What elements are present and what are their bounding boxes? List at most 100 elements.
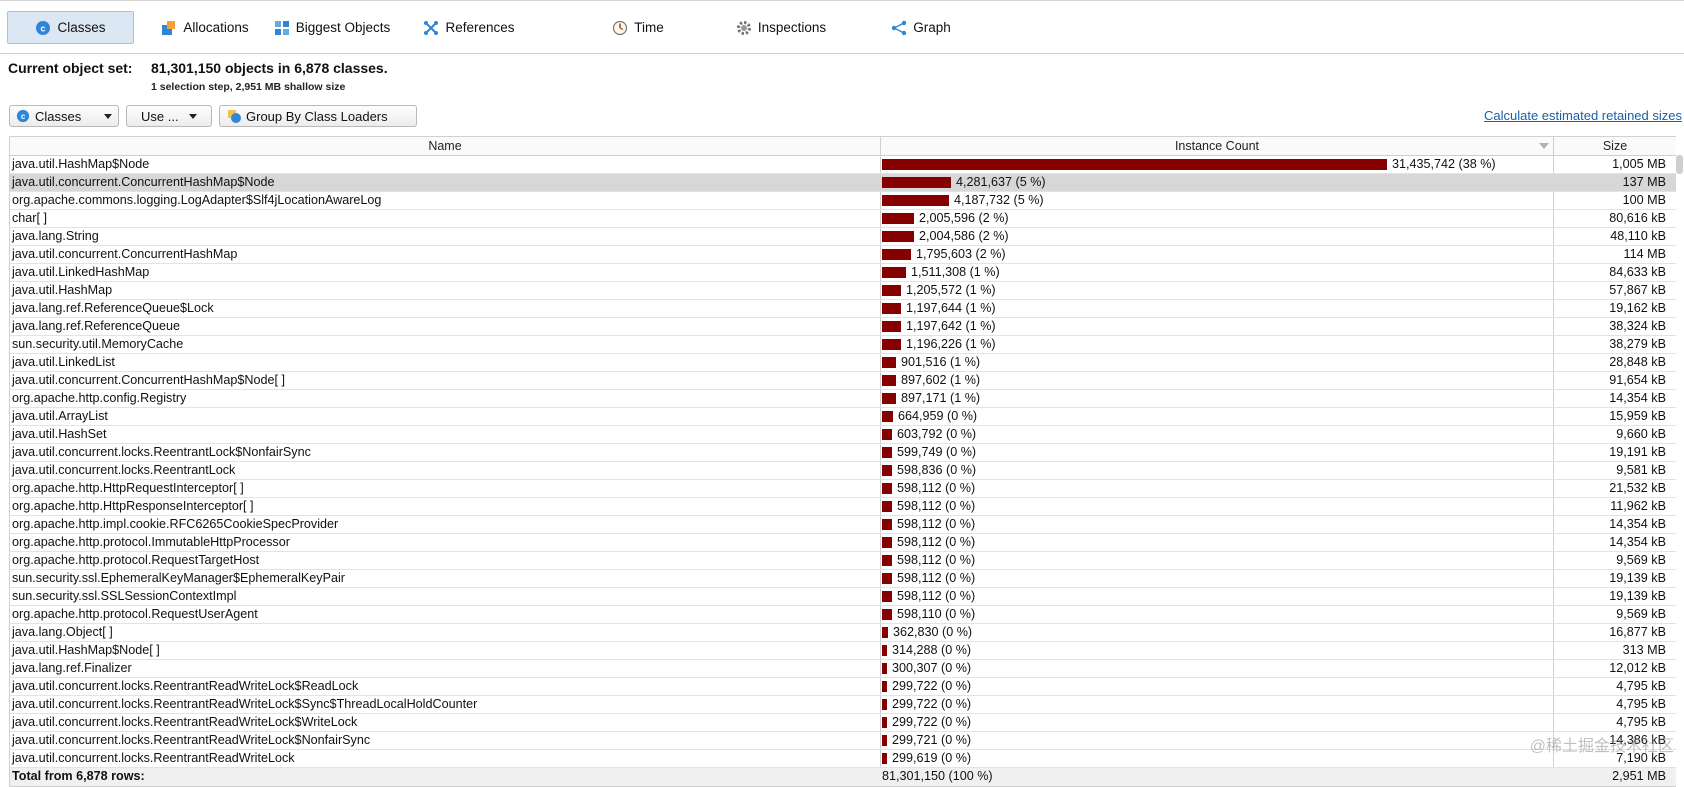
instance-count-cell: 1,795,603 (2 %) xyxy=(916,247,1006,261)
class-name-cell: java.util.HashMap xyxy=(12,283,113,297)
instance-count-cell: 314,288 (0 %) xyxy=(892,643,972,657)
table-body: java.util.HashMap$Node 31,435,742 (38 %) 1… xyxy=(10,156,1676,768)
instance-count-cell: 1,511,308 (1 %) xyxy=(911,265,1000,279)
table-row[interactable]: java.lang.String 2,004,586 (2 %) 48,110 kB xyxy=(10,228,1676,246)
tab-inspections[interactable]: Inspections xyxy=(726,11,836,44)
table-row[interactable]: java.util.concurrent.ConcurrentHashMap 1,… xyxy=(10,246,1676,264)
table-row[interactable]: java.util.ArrayList 664,959 (0 %) 15,959 k… xyxy=(10,408,1676,426)
instance-count-cell: 4,281,637 (5 %) xyxy=(956,175,1046,189)
size-cell: 114 MB xyxy=(1623,247,1666,261)
class-name-cell: sun.security.ssl.EphemeralKeyManager$Eph… xyxy=(12,571,345,585)
table-row[interactable]: char[ ] 2,005,596 (2 %) 80,616 kB xyxy=(10,210,1676,228)
table-row[interactable]: org.apache.http.protocol.ImmutableHttpPr… xyxy=(10,534,1676,552)
instance-count-cell: 1,196,226 (1 %) xyxy=(906,337,996,351)
size-cell: 19,191 kB xyxy=(1609,445,1666,459)
table-row[interactable]: java.util.concurrent.ConcurrentHashMap$N… xyxy=(10,372,1676,390)
table-row[interactable]: org.apache.http.protocol.RequestTargetHo… xyxy=(10,552,1676,570)
instance-count-bar xyxy=(882,429,892,440)
instance-count-bar xyxy=(882,195,949,206)
class-name-cell: java.util.concurrent.locks.ReentrantLock… xyxy=(12,445,311,459)
size-cell: 12,012 kB xyxy=(1609,661,1666,675)
instance-count-cell: 2,005,596 (2 %) xyxy=(919,211,1009,225)
table-row[interactable]: java.util.concurrent.locks.ReentrantRead… xyxy=(10,714,1676,732)
table-row[interactable]: java.util.HashMap 1,205,572 (1 %) 57,867 k… xyxy=(10,282,1676,300)
instance-count-cell: 1,205,572 (1 %) xyxy=(906,283,996,297)
tab-references[interactable]: References xyxy=(414,11,524,44)
classes-table: Name Instance Count Size java.util.HashM… xyxy=(9,136,1676,787)
vertical-scrollbar[interactable] xyxy=(1676,155,1683,174)
class-name-cell: java.util.concurrent.locks.ReentrantRead… xyxy=(12,715,358,729)
table-row[interactable]: java.lang.ref.ReferenceQueue$Lock 1,197,6… xyxy=(10,300,1676,318)
class-loaders-icon xyxy=(226,108,242,124)
view-select-value: Classes xyxy=(35,108,82,124)
instance-count-bar xyxy=(882,735,887,746)
table-row[interactable]: java.lang.ref.Finalizer 300,307 (0 %) 12,0… xyxy=(10,660,1676,678)
tab-allocations[interactable]: Allocations xyxy=(150,11,260,44)
size-cell: 4,795 kB xyxy=(1616,697,1666,711)
class-name-cell: java.util.concurrent.locks.ReentrantLock xyxy=(12,463,236,477)
instance-count-bar xyxy=(882,357,896,368)
table-row[interactable]: sun.security.ssl.EphemeralKeyManager$Eph… xyxy=(10,570,1676,588)
table-row[interactable]: java.util.concurrent.ConcurrentHashMap$N… xyxy=(10,174,1676,192)
object-set-details: 1 selection step, 2,951 MB shallow size xyxy=(151,81,346,93)
tab-label: Allocations xyxy=(183,20,249,35)
class-name-cell: java.util.concurrent.ConcurrentHashMap$N… xyxy=(12,373,286,387)
size-cell: 28,848 kB xyxy=(1609,355,1666,369)
table-row[interactable]: java.util.LinkedHashMap 1,511,308 (1 %) 84… xyxy=(10,264,1676,282)
use-button[interactable]: Use ... xyxy=(126,105,212,127)
table-row[interactable]: java.util.concurrent.locks.ReentrantRead… xyxy=(10,732,1676,750)
instance-count-bar xyxy=(882,447,892,458)
instance-count-bar xyxy=(882,393,896,404)
table-row[interactable]: java.lang.Object[ ] 362,830 (0 %) 16,877 k… xyxy=(10,624,1676,642)
size-cell: 21,532 kB xyxy=(1609,481,1666,495)
clock-icon xyxy=(612,20,628,36)
calculate-retained-sizes-link[interactable]: Calculate estimated retained sizes xyxy=(1484,108,1682,123)
size-cell: 14,354 kB xyxy=(1609,517,1666,531)
table-row[interactable]: org.apache.http.config.Registry 897,171 (… xyxy=(10,390,1676,408)
size-cell: 11,962 kB xyxy=(1610,499,1666,513)
tab-biggest-objects[interactable]: Biggest Objects xyxy=(270,11,394,44)
table-row[interactable]: org.apache.http.impl.cookie.RFC6265Cooki… xyxy=(10,516,1676,534)
classes-icon: c xyxy=(16,109,30,123)
table-row[interactable]: java.util.LinkedList 901,516 (1 %) 28,848 … xyxy=(10,354,1676,372)
class-name-cell: org.apache.http.impl.cookie.RFC6265Cooki… xyxy=(12,517,339,531)
size-cell: 15,959 kB xyxy=(1609,409,1666,423)
tab-time[interactable]: Time xyxy=(598,11,678,44)
size-cell: 137 MB xyxy=(1622,175,1666,189)
instance-count-cell: 1,197,644 (1 %) xyxy=(906,301,996,315)
class-name-cell: java.util.HashMap$Node xyxy=(12,157,150,171)
instance-count-cell: 598,112 (0 %) xyxy=(897,499,976,513)
class-name-cell: java.util.concurrent.locks.ReentrantRead… xyxy=(12,679,359,693)
size-cell: 48,110 kB xyxy=(1610,229,1666,243)
table-row[interactable]: java.lang.ref.ReferenceQueue 1,197,642 (1… xyxy=(10,318,1676,336)
table-row[interactable]: sun.security.ssl.SSLSessionContextImpl 59… xyxy=(10,588,1676,606)
table-row[interactable]: org.apache.http.HttpResponseInterceptor[… xyxy=(10,498,1676,516)
table-row[interactable]: org.apache.http.protocol.RequestUserAgen… xyxy=(10,606,1676,624)
table-row[interactable]: java.util.concurrent.locks.ReentrantLock… xyxy=(10,462,1676,480)
class-name-cell: java.util.concurrent.ConcurrentHashMap xyxy=(12,247,238,261)
table-row[interactable]: org.apache.http.HttpRequestInterceptor[ … xyxy=(10,480,1676,498)
table-row[interactable]: java.util.concurrent.locks.ReentrantRead… xyxy=(10,696,1676,714)
total-count: 81,301,150 (100 %) xyxy=(882,769,993,783)
column-header-size[interactable]: Size xyxy=(1553,137,1676,155)
size-cell: 9,569 kB xyxy=(1616,607,1666,621)
table-row[interactable]: java.util.concurrent.locks.ReentrantRead… xyxy=(10,750,1676,768)
references-icon xyxy=(423,20,439,36)
size-cell: 19,162 kB xyxy=(1609,301,1666,315)
instance-count-cell: 299,721 (0 %) xyxy=(892,733,972,747)
table-row[interactable]: org.apache.commons.logging.LogAdapter$Sl… xyxy=(10,192,1676,210)
view-select-dropdown[interactable]: c Classes xyxy=(9,105,119,127)
table-row[interactable]: java.util.concurrent.locks.ReentrantRead… xyxy=(10,678,1676,696)
tab-classes[interactable]: c Classes xyxy=(7,11,134,44)
column-header-name[interactable]: Name xyxy=(428,139,462,153)
instance-count-bar xyxy=(882,573,892,584)
table-row[interactable]: java.util.concurrent.locks.ReentrantLock… xyxy=(10,444,1676,462)
table-row[interactable]: java.util.HashMap$Node 31,435,742 (38 %) 1… xyxy=(10,156,1676,174)
graph-icon xyxy=(891,20,907,36)
group-by-class-loaders-button[interactable]: Group By Class Loaders xyxy=(219,105,417,127)
table-row[interactable]: java.util.HashMap$Node[ ] 314,288 (0 %) 31… xyxy=(10,642,1676,660)
table-row[interactable]: java.util.HashSet 603,792 (0 %) 9,660 kB xyxy=(10,426,1676,444)
table-row[interactable]: sun.security.util.MemoryCache 1,196,226 (… xyxy=(10,336,1676,354)
column-header-instance-count[interactable]: Instance Count xyxy=(880,137,1553,155)
tab-graph[interactable]: Graph xyxy=(884,11,958,44)
